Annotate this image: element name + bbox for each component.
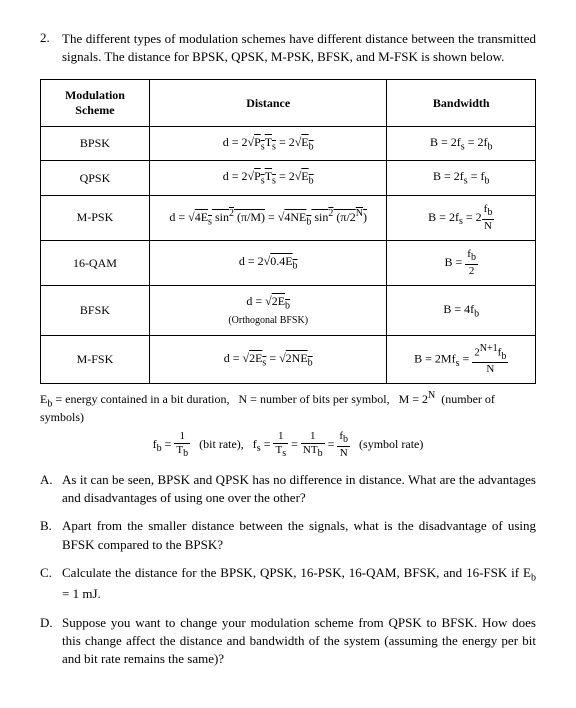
question-label: B. (40, 517, 62, 553)
header-bandwidth: Bandwidth (387, 80, 536, 127)
question-list: A.As it can be seen, BPSK and QPSK has n… (40, 471, 536, 668)
cell-distance: d = 2√0.4Eb (149, 241, 387, 286)
cell-scheme: BPSK (41, 127, 150, 161)
cell-distance: d = √2Es = √2NEb (149, 335, 387, 384)
symbol-definitions: Eb = energy contained in a bit duration,… (40, 390, 536, 424)
question-item: B.Apart from the smaller distance betwee… (40, 517, 536, 553)
question-text: Suppose you want to change your modulati… (62, 614, 536, 669)
cell-scheme: 16-QAM (41, 241, 150, 286)
header-scheme: Modulation Scheme (41, 80, 150, 127)
table-row: M-PSKd = √4Es sin2 (π/M) = √4NEb sin2 (π… (41, 195, 536, 240)
cell-bandwidth: B = fb2 (387, 241, 536, 286)
problem-intro: 2. The different types of modulation sch… (40, 30, 536, 65)
question-label: D. (40, 614, 62, 669)
cell-distance: d = √4Es sin2 (π/M) = √4NEb sin2 (π/2N) (149, 195, 387, 240)
table-row: BPSKd = 2√PsTs = 2√EbB = 2fs = 2fb (41, 127, 536, 161)
cell-bandwidth: B = 2fs = fb (387, 161, 536, 195)
table-row: BFSKd = √2Eb(Orthogonal BFSK)B = 4fb (41, 286, 536, 335)
question-item: C.Calculate the distance for the BPSK, Q… (40, 564, 536, 604)
problem-number: 2. (40, 30, 62, 65)
question-item: A.As it can be seen, BPSK and QPSK has n… (40, 471, 536, 507)
cell-scheme: M-FSK (41, 335, 150, 384)
rate-definitions: fb = 1Tb (bit rate), fs = 1Ts = 1NTb = f… (40, 431, 536, 459)
header-distance: Distance (149, 80, 387, 127)
modulation-table: Modulation Scheme Distance Bandwidth BPS… (40, 79, 536, 384)
cell-scheme: M-PSK (41, 195, 150, 240)
table-row: M-FSKd = √2Es = √2NEbB = 2Mfs = 2N+1fbN (41, 335, 536, 384)
cell-scheme: QPSK (41, 161, 150, 195)
cell-distance: d = 2√PsTs = 2√Eb (149, 161, 387, 195)
question-text: Calculate the distance for the BPSK, QPS… (62, 564, 536, 604)
cell-distance: d = 2√PsTs = 2√Eb (149, 127, 387, 161)
table-header-row: Modulation Scheme Distance Bandwidth (41, 80, 536, 127)
question-label: A. (40, 471, 62, 507)
cell-scheme: BFSK (41, 286, 150, 335)
cell-distance: d = √2Eb(Orthogonal BFSK) (149, 286, 387, 335)
cell-bandwidth: B = 2Mfs = 2N+1fbN (387, 335, 536, 384)
question-text: As it can be seen, BPSK and QPSK has no … (62, 471, 536, 507)
question-text: Apart from the smaller distance between … (62, 517, 536, 553)
cell-bandwidth: B = 2fs = 2fbN (387, 195, 536, 240)
question-item: D.Suppose you want to change your modula… (40, 614, 536, 669)
cell-bandwidth: B = 2fs = 2fb (387, 127, 536, 161)
cell-bandwidth: B = 4fb (387, 286, 536, 335)
problem-text: The different types of modulation scheme… (62, 30, 536, 65)
question-label: C. (40, 564, 62, 604)
table-row: QPSKd = 2√PsTs = 2√EbB = 2fs = fb (41, 161, 536, 195)
table-row: 16-QAMd = 2√0.4EbB = fb2 (41, 241, 536, 286)
